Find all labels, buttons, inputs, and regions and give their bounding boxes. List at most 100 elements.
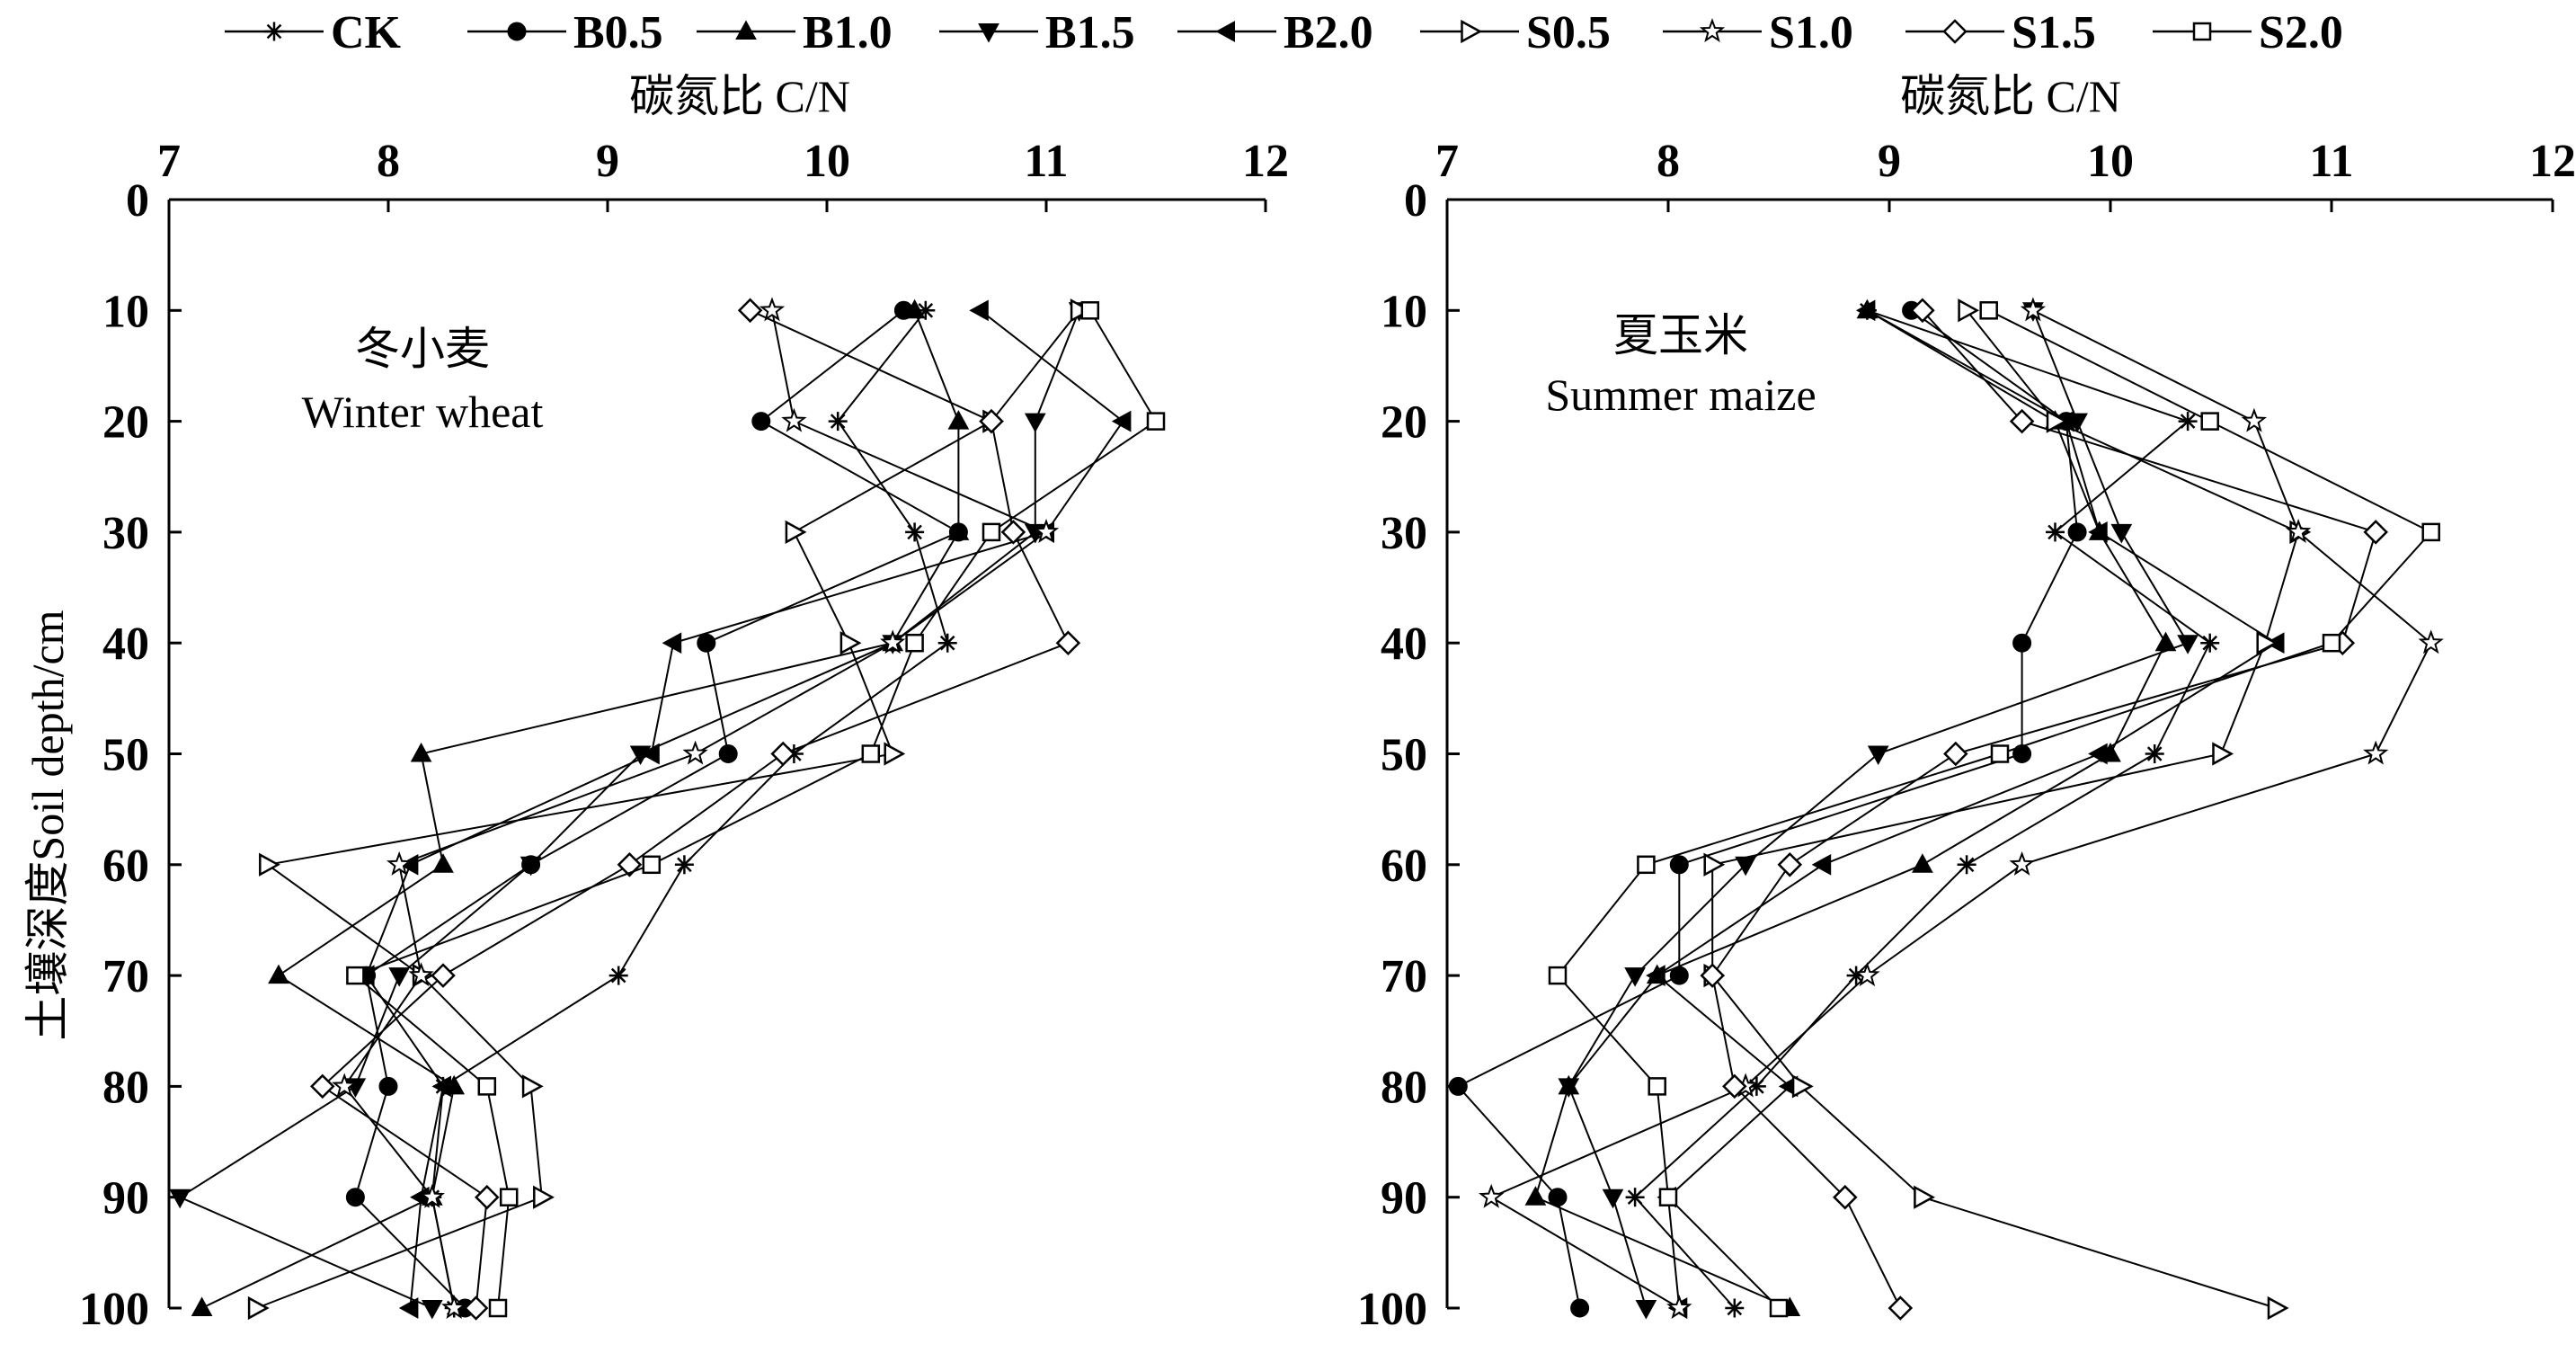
- marker-shape: [884, 742, 906, 766]
- marker-shape: [1635, 1300, 1657, 1320]
- legend-label-b1-0: B1.0: [803, 7, 893, 58]
- point-ck-60: [1957, 855, 1976, 875]
- point-b1-5-20: [1024, 413, 1046, 433]
- series-s1-5: [310, 298, 1081, 1321]
- series-line-b0-5: [1456, 309, 2079, 1309]
- point-b0-5-90: [345, 1188, 365, 1207]
- series-line-s0-5: [256, 309, 1080, 1309]
- x-tick-label-8: 8: [1657, 136, 1680, 187]
- marker-stroke: [939, 635, 955, 651]
- x-tick-label-7: 7: [157, 136, 181, 187]
- marker-shape: [1215, 21, 1235, 42]
- point-b2-0-40: [662, 632, 682, 654]
- point-b1-0-10: [903, 298, 926, 319]
- marker-shape: [1914, 1185, 1935, 1209]
- marker-shape: [682, 740, 708, 765]
- point-b1-0-70: [268, 964, 289, 984]
- point-b0-5-60: [1669, 855, 1689, 875]
- marker-shape: [1637, 855, 1656, 875]
- point-s1-5-40: [1055, 630, 1081, 655]
- marker-shape: [978, 23, 999, 43]
- marker-shape: [1943, 741, 1968, 767]
- point-s1-0-40: [2418, 629, 2444, 654]
- marker-shape: [1033, 519, 1060, 543]
- x-tick-label-9: 9: [596, 136, 619, 187]
- panel-label-en-right: Summer maize: [1545, 369, 1816, 420]
- marker-stroke: [610, 967, 626, 984]
- point-s2-0-20: [2200, 412, 2219, 431]
- marker-stroke: [2202, 635, 2218, 651]
- point-s0-5-40: [2256, 631, 2278, 655]
- point-s1-5-70: [1700, 963, 1725, 988]
- y-tick-label-50: 50: [1381, 730, 1427, 781]
- point-s1-0-10: [2020, 297, 2047, 322]
- point-s2-0-50: [861, 744, 881, 763]
- marker-shape: [737, 298, 763, 324]
- point-s2-0-60: [1637, 855, 1656, 875]
- marker-shape: [345, 1188, 365, 1207]
- legend-marker-b1-5: [978, 23, 999, 43]
- marker-shape: [247, 1295, 270, 1321]
- marker-shape: [169, 1188, 191, 1209]
- marker-shape: [1833, 1184, 1858, 1210]
- marker-stroke: [907, 524, 922, 540]
- x-tick-label-11: 11: [1024, 136, 1068, 187]
- point-s2-0-90: [499, 1188, 519, 1206]
- y-tick-label-70: 70: [1381, 951, 1427, 1002]
- series-line-s1-5: [321, 309, 1070, 1309]
- point-s1-5-100: [1888, 1295, 1914, 1321]
- y-tick-label-60: 60: [1381, 841, 1427, 892]
- point-s2-0-30: [982, 522, 1001, 542]
- marker-shape: [398, 1297, 419, 1319]
- marker-shape: [735, 20, 757, 40]
- point-s0-5-90: [1914, 1185, 1935, 1209]
- marker-shape: [640, 743, 660, 765]
- marker-shape: [507, 22, 527, 41]
- legend-item-s1-0: S1.0: [1663, 7, 1853, 58]
- point-s0-5-50: [2212, 742, 2234, 766]
- series-b1-0: [1524, 298, 2177, 1316]
- legend-label-b2-0: B2.0: [1284, 7, 1373, 58]
- legend-label-s0-5: S0.5: [1526, 7, 1611, 58]
- marker-shape: [1070, 298, 1092, 323]
- point-s1-5-10: [737, 298, 763, 324]
- point-b1-5-90: [1602, 1188, 1624, 1209]
- marker-shape: [410, 742, 432, 762]
- point-b1-5-50: [1867, 745, 1889, 766]
- marker-shape: [2256, 631, 2278, 655]
- point-s2-0-60: [642, 855, 662, 875]
- point-ck-20: [2178, 412, 2198, 432]
- series-line-b0-5: [354, 309, 961, 1309]
- marker-shape: [499, 1188, 519, 1206]
- point-ck-20: [828, 412, 848, 432]
- series-line-b1-5: [1568, 309, 2190, 1309]
- x-tick-label-11: 11: [2309, 136, 2353, 187]
- point-s1-5-90: [475, 1184, 500, 1210]
- series-line-s1-5: [1711, 309, 2377, 1309]
- legend-marker-s1-5: [1942, 19, 1968, 44]
- marker-shape: [1699, 18, 1726, 43]
- legend-item-b0-5: B0.5: [467, 7, 663, 58]
- point-s2-0-20: [1146, 412, 1166, 431]
- series-line-b1-5: [178, 309, 1080, 1309]
- point-b2-0-50: [2088, 743, 2108, 765]
- y-tick-label-10: 10: [1381, 286, 1427, 337]
- y-tick-label-60: 60: [102, 841, 149, 892]
- point-s1-0-10: [759, 297, 786, 322]
- point-ck-90: [1625, 1188, 1645, 1207]
- marker-shape: [880, 629, 906, 654]
- marker-shape: [2110, 523, 2133, 544]
- point-s0-5-50: [884, 742, 906, 766]
- point-s0-5-80: [1791, 1074, 1814, 1099]
- point-ck-40: [2200, 633, 2220, 653]
- marker-shape: [1646, 965, 1666, 986]
- marker-shape: [408, 962, 434, 987]
- point-s2-0-40: [905, 633, 924, 653]
- legend-label-ck: CK: [331, 7, 402, 58]
- marker-shape: [1958, 298, 1980, 323]
- series-line-s0-5: [1711, 309, 2300, 1309]
- marker-shape: [751, 412, 771, 432]
- marker-shape: [2067, 522, 2087, 542]
- marker-shape: [1912, 853, 1933, 873]
- point-s0-5-60: [259, 852, 280, 877]
